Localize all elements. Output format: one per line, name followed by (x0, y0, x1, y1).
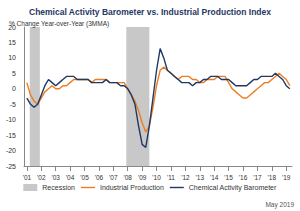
svg-text:-25: -25 (6, 163, 16, 170)
svg-text:Industrial Production: Industrial Production (100, 184, 164, 191)
svg-text:'17: '17 (253, 174, 262, 181)
svg-text:'04: '04 (66, 174, 75, 181)
svg-text:'14: '14 (210, 174, 219, 181)
svg-text:15: 15 (8, 39, 16, 46)
svg-text:'13: '13 (196, 174, 205, 181)
svg-text:'02: '02 (37, 174, 46, 181)
svg-text:'08: '08 (123, 174, 132, 181)
svg-text:-5: -5 (10, 101, 16, 108)
svg-text:'06: '06 (95, 174, 104, 181)
svg-text:'19: '19 (282, 174, 291, 181)
svg-text:5: 5 (12, 70, 16, 77)
svg-text:Recession: Recession (42, 184, 75, 191)
svg-text:10: 10 (8, 54, 16, 61)
svg-text:'16: '16 (239, 174, 248, 181)
svg-text:'12: '12 (181, 174, 190, 181)
svg-text:'01: '01 (23, 174, 32, 181)
svg-text:'05: '05 (80, 174, 89, 181)
svg-text:'11: '11 (167, 174, 175, 181)
svg-text:-15: -15 (6, 132, 16, 139)
svg-text:-10: -10 (6, 116, 16, 123)
svg-text:0: 0 (12, 85, 16, 92)
svg-text:'07: '07 (109, 174, 118, 181)
svg-text:-20: -20 (6, 147, 16, 154)
svg-text:'03: '03 (51, 174, 60, 181)
svg-text:'18: '18 (268, 174, 277, 181)
svg-text:'09: '09 (138, 174, 147, 181)
svg-text:May 2019: May 2019 (265, 201, 294, 209)
svg-text:'15: '15 (224, 174, 233, 181)
svg-text:'10: '10 (152, 174, 161, 181)
svg-text:Chemical Activity Barometer vs: Chemical Activity Barometer vs. Industri… (29, 7, 271, 17)
svg-text:20: 20 (8, 23, 16, 31)
svg-text:% Change Year-over-Year (3MMA): % Change Year-over-Year (3MMA) (9, 20, 109, 28)
svg-text:Chemical Activity Barometer: Chemical Activity Barometer (189, 184, 277, 192)
